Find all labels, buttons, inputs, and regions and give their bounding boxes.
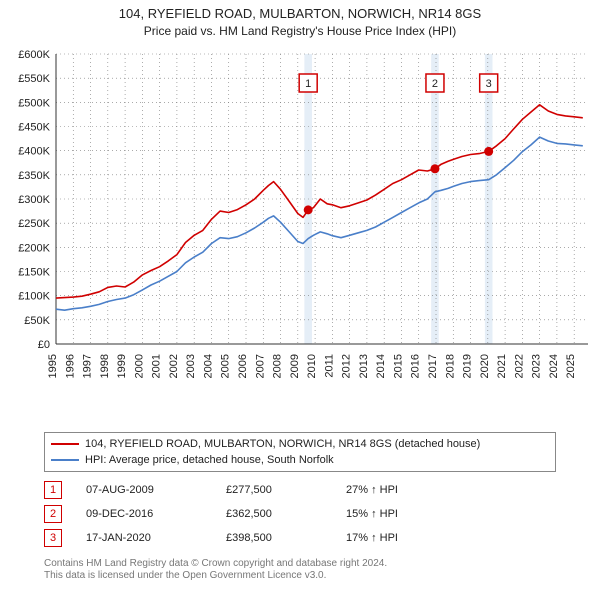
attribution-footer: Contains HM Land Registry data © Crown c… [44,558,556,582]
svg-text:£200K: £200K [18,242,50,254]
svg-text:2006: 2006 [237,354,249,378]
table-row: 3 17-JAN-2020 £398,500 17% ↑ HPI [44,526,556,550]
table-row: 2 09-DEC-2016 £362,500 15% ↑ HPI [44,502,556,526]
sale-marker-icon: 2 [44,505,62,523]
svg-text:2001: 2001 [151,354,163,378]
svg-text:£350K: £350K [18,170,50,182]
sale-price: £398,500 [226,532,346,544]
svg-text:2003: 2003 [185,354,197,378]
page-title: 104, RYEFIELD ROAD, MULBARTON, NORWICH, … [0,6,600,21]
sale-marker-icon: 1 [44,481,62,499]
svg-text:2011: 2011 [323,354,335,378]
svg-text:1995: 1995 [47,354,59,378]
svg-text:2005: 2005 [220,354,232,378]
svg-text:2012: 2012 [341,354,353,378]
sales-table: 1 07-AUG-2009 £277,500 27% ↑ HPI 2 09-DE… [44,478,556,550]
legend-label: 104, RYEFIELD ROAD, MULBARTON, NORWICH, … [85,436,480,452]
sale-diff: 27% ↑ HPI [346,484,466,496]
svg-text:2010: 2010 [306,354,318,378]
sale-price: £277,500 [226,484,346,496]
legend-swatch [51,443,79,445]
page-subtitle: Price paid vs. HM Land Registry's House … [0,24,600,38]
legend-item: HPI: Average price, detached house, Sout… [51,452,549,468]
legend-item: 104, RYEFIELD ROAD, MULBARTON, NORWICH, … [51,436,549,452]
svg-text:£150K: £150K [18,267,50,279]
svg-text:2015: 2015 [392,354,404,378]
svg-text:£450K: £450K [18,122,50,134]
sale-date: 07-AUG-2009 [86,484,226,496]
svg-text:£300K: £300K [18,194,50,206]
svg-text:2016: 2016 [410,354,422,378]
legend-label: HPI: Average price, detached house, Sout… [85,452,334,468]
svg-text:2: 2 [432,78,438,90]
svg-text:2018: 2018 [444,354,456,378]
svg-text:3: 3 [486,78,492,90]
sale-date: 17-JAN-2020 [86,532,226,544]
svg-text:£500K: £500K [18,97,50,109]
svg-text:£550K: £550K [18,73,50,85]
svg-text:1: 1 [305,78,311,90]
table-row: 1 07-AUG-2009 £277,500 27% ↑ HPI [44,478,556,502]
svg-text:1996: 1996 [64,354,76,378]
svg-text:2020: 2020 [479,354,491,378]
svg-text:2017: 2017 [427,354,439,378]
footer-line: This data is licensed under the Open Gov… [44,570,556,582]
svg-text:2007: 2007 [254,354,266,378]
svg-text:1997: 1997 [82,354,94,378]
svg-text:£0: £0 [38,339,50,351]
svg-text:1999: 1999 [116,354,128,378]
chart-legend: 104, RYEFIELD ROAD, MULBARTON, NORWICH, … [44,432,556,472]
svg-text:2022: 2022 [513,354,525,378]
footer-line: Contains HM Land Registry data © Crown c… [44,558,556,570]
svg-text:2002: 2002 [168,354,180,378]
svg-text:2000: 2000 [133,354,145,378]
svg-text:£600K: £600K [18,49,50,61]
price-chart: £0 £50K £100K £150K £200K £250K £300K £350K £400… [0,44,600,424]
svg-text:2009: 2009 [289,354,301,378]
svg-text:2008: 2008 [272,354,284,378]
sale-marker-icon: 3 [44,529,62,547]
svg-text:2014: 2014 [375,354,387,378]
svg-text:£250K: £250K [18,218,50,230]
svg-text:2023: 2023 [531,354,543,378]
svg-text:£50K: £50K [24,315,50,327]
svg-text:£400K: £400K [18,146,50,158]
svg-text:2025: 2025 [565,354,577,378]
sale-price: £362,500 [226,508,346,520]
svg-text:£100K: £100K [18,291,50,303]
svg-text:2013: 2013 [358,354,370,378]
svg-text:2019: 2019 [462,354,474,378]
svg-text:1998: 1998 [99,354,111,378]
sale-diff: 17% ↑ HPI [346,532,466,544]
legend-swatch [51,459,79,461]
svg-text:2024: 2024 [548,354,560,378]
svg-text:2004: 2004 [202,354,214,378]
sale-diff: 15% ↑ HPI [346,508,466,520]
svg-text:2021: 2021 [496,354,508,378]
sale-date: 09-DEC-2016 [86,508,226,520]
